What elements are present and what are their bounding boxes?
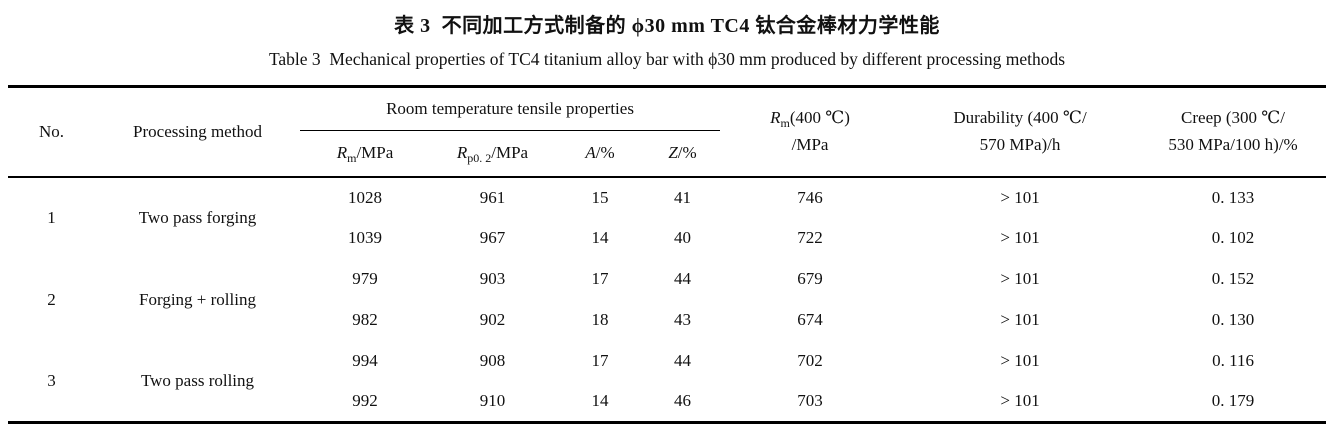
cell-rm-400c: 674: [797, 310, 823, 329]
cell-creep: 0. 102: [1211, 228, 1255, 247]
creep-line2: 530 MPa/100 h)/%: [1168, 134, 1298, 154]
col-header-processing-method: Processing method: [133, 121, 262, 141]
cell-durability: > 101: [1000, 269, 1040, 288]
col-header-elongation: A/%: [555, 131, 645, 177]
rm-400c-line1: Rm(400 ℃): [720, 105, 900, 131]
cell-rm: 982: [352, 310, 378, 329]
a-symbol: A: [585, 143, 596, 163]
table-row: 1039 967 14 40 722 > 101 0. 102: [8, 218, 1326, 259]
table-title-chinese: 表 3 不同加工方式制备的 ϕ30 mm TC4 钛合金棒材力学性能: [394, 15, 940, 37]
rm-subscript: m: [780, 116, 790, 131]
cell-elongation: 18: [591, 310, 609, 329]
table-row: 2 Forging + rolling 979 903 17 44 679 > …: [8, 259, 1326, 309]
cell-processing-method: Forging + rolling: [139, 289, 256, 309]
cell-reduction: 40: [674, 228, 692, 247]
cell-elongation: 15: [591, 187, 609, 207]
cell-rp02: 908: [479, 351, 506, 370]
cell-reduction: 46: [674, 391, 692, 411]
table-row: 1 Two pass forging 1028 961 15 41 746 > …: [8, 177, 1326, 228]
cell-rm: 979: [352, 269, 378, 288]
cell-creep: 0. 116: [1212, 351, 1254, 370]
col-header-rm: Rm/MPa: [300, 131, 430, 177]
table-header: No. Processing method Room temperature t…: [8, 86, 1327, 177]
cell-reduction: 44: [674, 269, 692, 288]
cell-no: 2: [47, 289, 56, 309]
table-title-english: Table 3 Mechanical properties of TC4 tit…: [268, 49, 1066, 69]
col-header-creep: Creep (300 ℃/ 530 MPa/100 h)/%: [1140, 87, 1326, 177]
creep-line1: Creep (300 ℃/: [1181, 108, 1286, 128]
cell-creep: 0. 179: [1211, 391, 1255, 411]
cell-durability: > 101: [1000, 228, 1040, 247]
cell-creep: 0. 133: [1211, 187, 1255, 207]
cell-rm-400c: 703: [797, 391, 823, 411]
cell-rm: 994: [352, 351, 378, 370]
rp02-symbol: R: [456, 143, 468, 163]
cell-reduction: 41: [674, 187, 692, 207]
col-group-room-temp-tensile: Room temperature tensile properties: [300, 86, 721, 131]
cell-elongation: 14: [591, 228, 609, 247]
a-unit: /%: [595, 143, 615, 163]
table-row: 982 902 18 43 674 > 101 0. 130: [8, 300, 1326, 341]
col-header-rm-400c: Rm(400 ℃) /MPa: [720, 87, 900, 177]
rm-unit: /MPa: [356, 143, 394, 163]
durability-line1: Durability (400 ℃/: [953, 108, 1087, 128]
table-row: 992 910 14 46 703 > 101 0. 179: [8, 382, 1326, 423]
cell-durability: > 101: [1000, 310, 1040, 329]
cell-creep: 0. 130: [1211, 310, 1255, 329]
rm-symbol: R: [336, 143, 348, 163]
rp02-subscript: p0. 2: [467, 151, 492, 166]
cell-rp02: 910: [479, 391, 506, 411]
cell-no: 3: [47, 370, 56, 390]
col-header-durability: Durability (400 ℃/ 570 MPa)/h: [900, 87, 1140, 177]
cell-durability: > 101: [1000, 391, 1040, 411]
table-body: 1 Two pass forging 1028 961 15 41 746 > …: [8, 177, 1326, 423]
cell-rm: 1028: [348, 187, 382, 207]
cell-elongation: 17: [591, 351, 609, 370]
cell-creep: 0. 152: [1211, 269, 1255, 288]
cell-no: 1: [47, 208, 56, 227]
rp02-unit: /MPa: [491, 143, 529, 163]
cell-rp02: 967: [479, 228, 506, 247]
cell-durability: > 101: [1000, 351, 1040, 370]
col-header-no: No.: [38, 121, 65, 141]
cell-rm: 992: [352, 391, 378, 411]
cell-elongation: 14: [591, 391, 609, 411]
col-header-rp02: Rp0. 2/MPa: [430, 131, 555, 177]
cell-elongation: 17: [591, 269, 609, 288]
mechanical-properties-table: No. Processing method Room temperature t…: [8, 85, 1327, 424]
table-row: 3 Two pass rolling 994 908 17 44 702 > 1…: [8, 341, 1326, 390]
cell-processing-method: Two pass rolling: [140, 370, 255, 390]
col-header-reduction: Z/%: [645, 131, 720, 177]
cell-processing-method: Two pass forging: [138, 208, 257, 227]
cell-reduction: 43: [674, 310, 692, 329]
cell-rm-400c: 746: [797, 187, 823, 207]
durability-line2: 570 MPa)/h: [979, 134, 1061, 154]
cell-rm-400c: 702: [797, 351, 823, 370]
rm-400c-line2: /MPa: [791, 134, 829, 154]
cell-rp02: 902: [479, 310, 506, 329]
cell-durability: > 101: [1000, 187, 1040, 207]
rm-400c-condition: (400 ℃): [789, 108, 850, 128]
cell-rm-400c: 679: [797, 269, 823, 288]
cell-rp02: 903: [479, 269, 506, 288]
cell-rm: 1039: [348, 228, 382, 247]
z-unit: /%: [677, 143, 697, 163]
cell-rm-400c: 722: [797, 228, 823, 247]
rm-symbol: R: [770, 108, 781, 128]
cell-reduction: 44: [674, 351, 692, 370]
cell-rp02: 961: [479, 187, 506, 207]
rm-subscript: m: [347, 151, 357, 166]
z-symbol: Z: [668, 143, 678, 163]
